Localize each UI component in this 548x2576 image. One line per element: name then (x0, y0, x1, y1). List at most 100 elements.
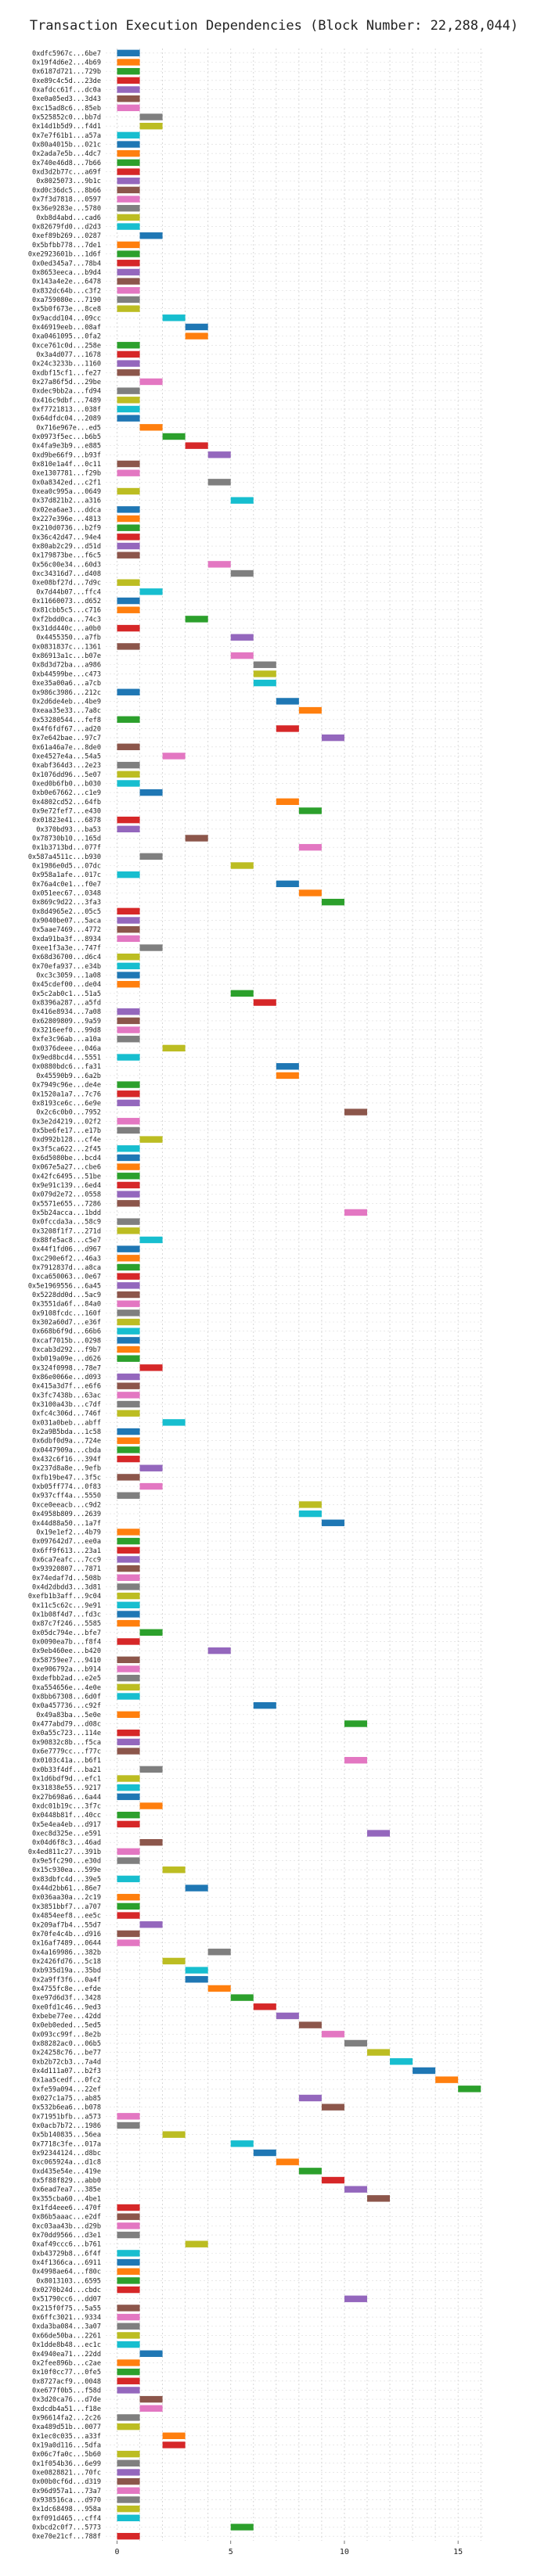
transaction-hash-label: 0x8d3d72ba...a986 (32, 662, 101, 670)
transaction-hash-label: 0x56c00e34...60d3 (32, 561, 101, 569)
transaction-bar (253, 661, 276, 668)
transaction-hash-label: 0x31dd440c...a0b0 (32, 625, 101, 633)
transaction-bar (207, 1985, 231, 1992)
transaction-hash-label: 0xf7721813...038f (32, 406, 101, 414)
transaction-hash-label: 0xda91ba3f...8934 (32, 936, 101, 943)
transaction-bar (117, 305, 140, 312)
transaction-hash-label: 0xec8d325e...e591 (32, 1831, 101, 1838)
transaction-bar (117, 141, 140, 148)
transaction-bar (117, 49, 140, 57)
transaction-hash-label: 0x88282ac0...06b5 (32, 2040, 101, 2048)
transaction-bar (117, 178, 140, 185)
transaction-hash-label: 0x810e1a4f...0c11 (32, 461, 101, 469)
transaction-bar (117, 1410, 140, 1417)
transaction-bar (117, 168, 140, 175)
transaction-hash-label: 0x370bd93...ba53 (36, 826, 101, 834)
transaction-bar (139, 1766, 163, 1773)
transaction-bar (117, 2122, 140, 2129)
transaction-bar (230, 2524, 254, 2531)
transaction-bar (117, 871, 140, 878)
transaction-bar (139, 1464, 163, 1471)
transaction-bar (139, 1136, 163, 1143)
transaction-hash-label: 0x6ead7ea7...385e (32, 2186, 101, 2194)
x-tick-label: 10 (340, 2548, 349, 2556)
transaction-hash-label: 0x05dc794e...bfe7 (32, 1629, 101, 1637)
transaction-hash-label: 0x210d0736...b2f9 (32, 525, 101, 533)
transaction-hash-label: 0x0103c41a...b6f1 (32, 1757, 101, 1765)
transaction-hash-label: 0x76a4c0e1...f0e7 (32, 881, 101, 889)
transaction-bar (185, 332, 208, 340)
transaction-hash-label: 0x70dd9566...d3e1 (32, 2232, 101, 2240)
transaction-hash-label: 0x5be6fe17...e17b (32, 1127, 101, 1135)
transaction-hash-label: 0x6ff9f613...23a1 (32, 1547, 101, 1555)
transaction-hash-label: 0x2d6de4eb...4be9 (32, 698, 101, 706)
transaction-bar (366, 2049, 391, 2056)
transaction-bar (117, 1428, 140, 1435)
transaction-hash-label: 0x324f0998...78e7 (32, 1364, 101, 1372)
transaction-bar (117, 1382, 140, 1389)
transaction-bar (117, 1656, 140, 1664)
transaction-hash-label: 0x869c9d22...3fa3 (32, 899, 101, 907)
transaction-hash-label: 0x04d6f8c3...46ad (32, 1839, 101, 1847)
transaction-hash-label: 0x3100a43b...c7df (32, 1401, 101, 1409)
transaction-hash-label: 0xc290e6f2...46a3 (32, 1255, 101, 1263)
transaction-bar (117, 1282, 140, 1289)
transaction-bar (230, 1994, 254, 2001)
transaction-bar (298, 706, 322, 714)
transaction-bar (117, 342, 140, 349)
transaction-hash-label: 0x2a9ff3f6...0a4f (32, 1976, 101, 1984)
transaction-bar (117, 2305, 140, 2312)
transaction-bar (117, 1400, 140, 1408)
transaction-bar (117, 1592, 140, 1600)
transaction-hash-label: 0x027c1a75...ab85 (32, 2095, 101, 2103)
transaction-bar (117, 1090, 140, 1098)
transaction-hash-label: 0x88fe5ac8...c5e7 (32, 1237, 101, 1245)
transaction-bar (139, 122, 163, 130)
transaction-hash-label: 0x5b0f673e...8ce8 (32, 306, 101, 314)
transaction-hash-label: 0x27a86f5d...29be (32, 379, 101, 386)
transaction-bar (117, 1537, 140, 1545)
transaction-hash-label: 0x031a0beb...abff (32, 1419, 101, 1427)
transaction-hash-label: 0xa489d51b...0077 (32, 2423, 101, 2431)
transaction-bar (117, 743, 140, 750)
transaction-hash-label: 0x37d821b2...a316 (32, 498, 101, 505)
transaction-hash-label: 0x42fc6495...51be (32, 1173, 101, 1180)
transaction-hash-label: 0x5b140835...56ea (32, 2132, 101, 2139)
transaction-bar (117, 104, 140, 112)
transaction-hash-label: 0xd0c36dc5...8b66 (32, 187, 101, 195)
transaction-hash-label: 0x06c7fa0c...5b60 (32, 2451, 101, 2459)
transaction-bar (139, 944, 163, 951)
transaction-hash-label: 0x532b6ea6...b078 (32, 2104, 101, 2112)
transaction-hash-label: 0x6e7779cc...f77c (32, 1748, 101, 1756)
transaction-bar (253, 2149, 276, 2157)
transaction-hash-label: 0xafdcc61f...dc0a (32, 87, 101, 95)
transaction-bar (117, 1529, 140, 1536)
transaction-hash-label: 0xdc01b19c...3f7c (32, 1803, 101, 1811)
transaction-hash-label: 0x415a3d7f...e6f6 (32, 1383, 101, 1391)
transaction-bar (139, 378, 163, 386)
transaction-bar (117, 2387, 140, 2394)
transaction-bar (117, 2286, 140, 2294)
transaction-bar (117, 360, 140, 367)
transaction-hash-label: 0x0a8342ed...c2f1 (32, 479, 101, 487)
transaction-bar (117, 1565, 140, 1572)
transaction-bar (117, 825, 140, 833)
transaction-hash-label: 0x14d1b5d9...f4d1 (32, 123, 101, 131)
transaction-hash-label: 0xe0828821...70fc (32, 2469, 101, 2477)
transaction-hash-label: 0x986c3986...212c (32, 689, 101, 697)
transaction-hash-label: 0xfe3c96ab...a10a (32, 1036, 101, 1044)
transaction-bar (162, 2131, 186, 2138)
transaction-bar (366, 2195, 391, 2202)
transaction-bar (117, 241, 140, 249)
transaction-hash-label: 0x958a1afe...017c (32, 871, 101, 879)
transaction-hash-label: 0x27b698a6...6a44 (32, 1794, 101, 1802)
transaction-hash-label: 0x1b3713bd...077f (32, 844, 101, 852)
transaction-bar (162, 1957, 186, 1965)
transaction-hash-label: 0x432c6f16...394f (32, 1456, 101, 1464)
transaction-hash-label: 0x832dc64b...c3f2 (32, 287, 101, 295)
transaction-hash-label: 0x0270b24d...cbdc (32, 2287, 101, 2294)
transaction-hash-label: 0xe08bf27d...7d9c (32, 580, 101, 587)
transaction-hash-label: 0x587a4511c...b930 (28, 853, 101, 861)
transaction-bar (276, 880, 299, 888)
